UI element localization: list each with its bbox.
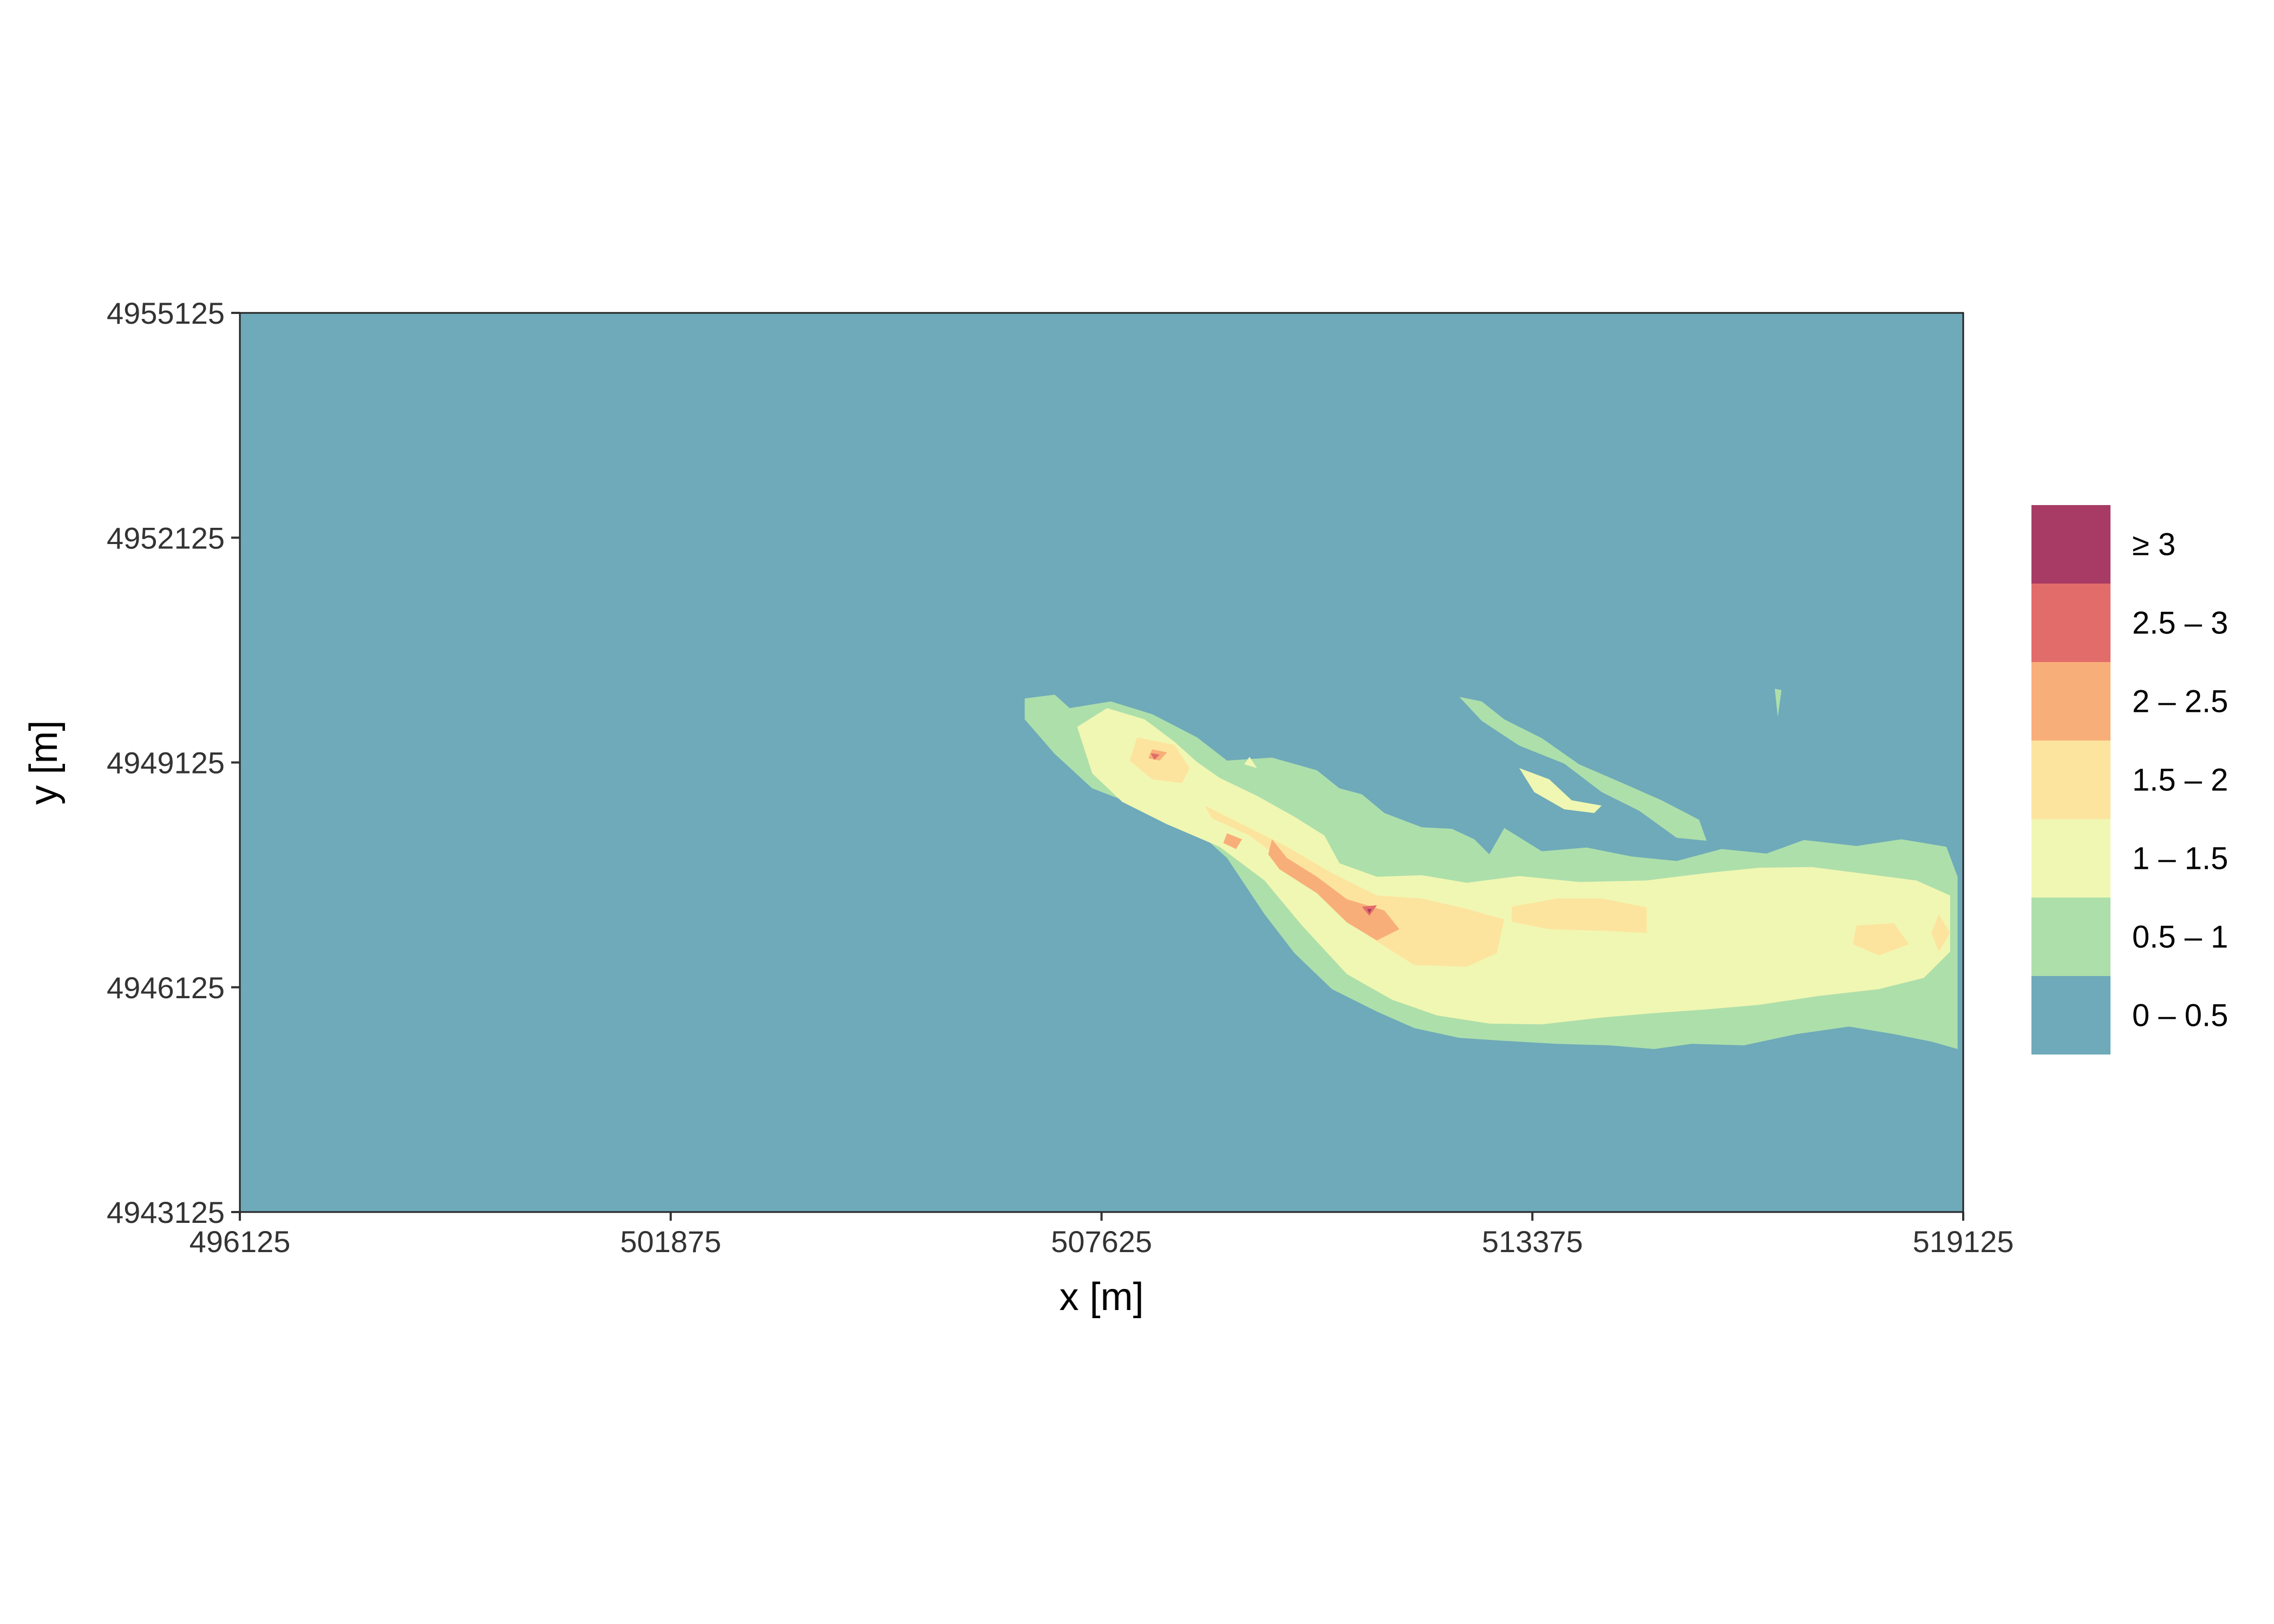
y-tick-label: 4952125 — [107, 521, 225, 555]
legend-key — [2031, 819, 2110, 898]
x-tick-label: 507625 — [1051, 1224, 1152, 1259]
y-tick-label: 4946125 — [107, 971, 225, 1005]
legend-label: 0 – 0.5 — [2132, 998, 2228, 1033]
legend-label: 2.5 – 3 — [2132, 606, 2228, 641]
legend-label: 1.5 – 2 — [2132, 763, 2228, 798]
legend-label: ≥ 3 — [2132, 527, 2175, 562]
x-tick-label: 496125 — [190, 1224, 291, 1259]
contour-region-1-0 — [1077, 708, 1950, 1025]
legend-key — [2031, 662, 2110, 741]
legend-key — [2031, 584, 2110, 662]
plot-panel — [239, 312, 1964, 1213]
y-tick-label: 4949125 — [107, 746, 225, 780]
legend-label: 2 – 2.5 — [2132, 684, 2228, 719]
x-axis: 496125 501875 507625 513375 519125 — [190, 1211, 2014, 1259]
contour-region-2-1 — [1204, 806, 1505, 967]
y-tick-label: 4943125 — [107, 1195, 225, 1229]
y-tick-label: 4955125 — [107, 296, 225, 330]
x-axis-title: x [m] — [1060, 1275, 1144, 1319]
contour-region-2-3 — [1852, 923, 1909, 955]
y-axis: 4943125 4946125 4949125 4952125 4955125 — [107, 296, 241, 1229]
contour-region-1-2 — [1244, 757, 1257, 768]
legend-key — [2031, 898, 2110, 976]
legend-key — [2031, 976, 2110, 1055]
contour-region-3-2 — [1223, 833, 1242, 849]
contour-region-2-4 — [1931, 914, 1950, 952]
x-tick-label: 519125 — [1913, 1224, 2014, 1259]
legend-label: 1 – 1.5 — [2132, 841, 2228, 876]
legend-key — [2031, 741, 2110, 819]
contour-region-1-1 — [1519, 768, 1602, 813]
contour-region-5-0 — [1367, 909, 1372, 914]
contour-region-2-2 — [1512, 898, 1647, 933]
x-tick-label: 513375 — [1482, 1224, 1583, 1259]
legend-label: 0.5 – 1 — [2132, 920, 2228, 955]
contour-layer — [1024, 689, 1958, 1049]
legend: ≥ 3 2.5 – 3 2 – 2.5 1.5 – 2 1 – 1.5 0.5 – 1 0 … — [2031, 505, 2228, 1055]
contour-region-0-1 — [1459, 697, 1707, 841]
contour-region-0-2 — [1774, 689, 1782, 717]
contour-region-4-0 — [1151, 753, 1160, 760]
contour-region-3-1 — [1268, 839, 1400, 941]
x-tick-label: 501875 — [620, 1224, 721, 1259]
y-axis-title: y [m] — [22, 721, 66, 805]
legend-key — [2031, 505, 2110, 584]
